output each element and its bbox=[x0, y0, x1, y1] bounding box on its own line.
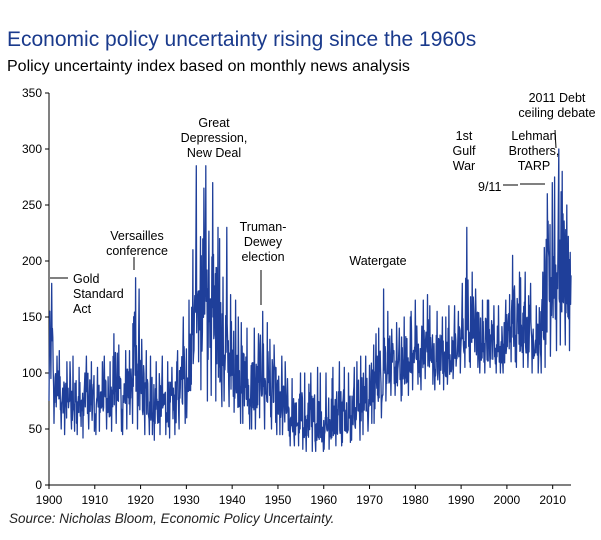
annotation-label: 2011 Debt bbox=[529, 91, 586, 105]
annotation-label: Act bbox=[73, 302, 92, 316]
annotation-label: Lehman bbox=[511, 129, 556, 143]
x-tick-label: 1970 bbox=[356, 493, 383, 507]
x-tick-label: 1920 bbox=[127, 493, 154, 507]
y-tick-label: 100 bbox=[22, 366, 42, 380]
y-tick-label: 300 bbox=[22, 142, 42, 156]
annotation-label: Gold bbox=[73, 272, 99, 286]
annotation-label: TARP bbox=[518, 159, 550, 173]
annotation-label: Depression, bbox=[181, 131, 248, 145]
x-tick-label: 2010 bbox=[539, 493, 566, 507]
source-note: Source: Nicholas Bloom, Economic Policy … bbox=[9, 511, 335, 526]
x-tick-label: 1980 bbox=[402, 493, 429, 507]
annotation-label: War bbox=[453, 159, 475, 173]
x-tick-label: 1950 bbox=[265, 493, 292, 507]
annotation-label: Standard bbox=[73, 287, 124, 301]
annotation-label: election bbox=[241, 250, 284, 264]
y-tick-label: 150 bbox=[22, 310, 42, 324]
annotation-label: New Deal bbox=[187, 146, 241, 160]
y-tick-label: 0 bbox=[35, 478, 42, 492]
y-tick-label: 50 bbox=[29, 422, 43, 436]
annotation-leader-line bbox=[554, 129, 557, 149]
x-tick-label: 1940 bbox=[219, 493, 246, 507]
annotation-label: Versailles bbox=[110, 229, 164, 243]
annotations: GoldStandardActVersaillesconferenceGreat… bbox=[50, 91, 596, 316]
axes: 0 50 100 150 200 250 300 350 1900 1910 1920 1930 194… bbox=[22, 86, 571, 507]
annotation-label: Dewey bbox=[244, 235, 283, 249]
annotation-label: Watergate bbox=[349, 254, 406, 268]
annotation-label: 9/11 bbox=[478, 180, 501, 194]
chart-title: Economic policy uncertainty rising since… bbox=[7, 28, 477, 51]
series-layer bbox=[48, 148, 572, 453]
y-tick-label: 350 bbox=[22, 86, 42, 100]
series-line-policy-uncertainty-index bbox=[48, 148, 572, 453]
annotation-label: Brothers, bbox=[509, 144, 560, 158]
x-tick-label: 2000 bbox=[494, 493, 521, 507]
x-tick-label: 1910 bbox=[81, 493, 108, 507]
annotation-label: 1st bbox=[456, 129, 473, 143]
annotation-label: conference bbox=[106, 244, 168, 258]
x-tick-label: 1960 bbox=[310, 493, 337, 507]
annotation-label: Truman- bbox=[240, 220, 287, 234]
annotation-label: Great bbox=[198, 116, 230, 130]
x-tick-label: 1900 bbox=[36, 493, 63, 507]
annotation-label: Gulf bbox=[453, 144, 476, 158]
chart-subtitle: Policy uncertainty index based on monthl… bbox=[7, 58, 410, 75]
annotation-nine-eleven: 9/11 bbox=[478, 180, 518, 194]
annotation-label: ceiling debate bbox=[518, 106, 595, 120]
annotation-watergate: Watergate bbox=[349, 254, 406, 268]
y-tick-label: 250 bbox=[22, 198, 42, 212]
y-tick-label: 200 bbox=[22, 254, 42, 268]
x-tick-label: 1930 bbox=[173, 493, 200, 507]
x-tick-label: 1990 bbox=[448, 493, 475, 507]
